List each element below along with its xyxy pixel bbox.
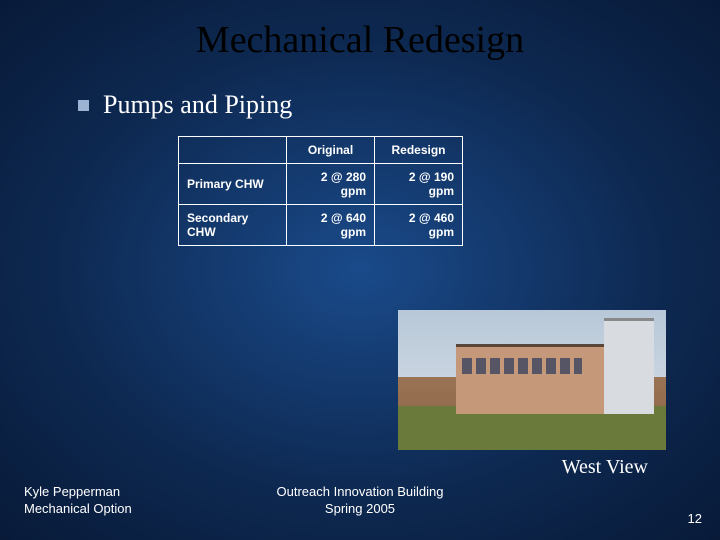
table-header-row: Original Redesign [179,137,463,164]
cell-value: 2 @ 640 gpm [287,205,375,246]
footer-author: Kyle Pepperman Mechanical Option [24,484,132,518]
blank-cell [179,137,287,164]
page-number: 12 [688,511,702,526]
subtitle: Pumps and Piping [103,90,292,120]
building-photo [398,310,666,450]
author-option: Mechanical Option [24,501,132,518]
project-name: Outreach Innovation Building [277,484,444,501]
cell-value: 2 @ 190 gpm [375,164,463,205]
footer-project: Outreach Innovation Building Spring 2005 [277,484,444,518]
photo-windows [462,358,582,374]
bullet-row: Pumps and Piping [78,90,720,120]
col-header-original: Original [287,137,375,164]
table-row: Primary CHW 2 @ 280 gpm 2 @ 190 gpm [179,164,463,205]
author-name: Kyle Pepperman [24,484,132,501]
pumps-table: Original Redesign Primary CHW 2 @ 280 gp… [178,136,463,246]
project-term: Spring 2005 [277,501,444,518]
photo-tower [604,318,654,414]
slide-title: Mechanical Redesign [0,0,720,62]
cell-value: 2 @ 280 gpm [287,164,375,205]
bullet-icon [78,100,89,111]
row-label: Secondary CHW [179,205,287,246]
row-label: Primary CHW [179,164,287,205]
cell-value: 2 @ 460 gpm [375,205,463,246]
photo-caption: West View [562,456,648,479]
col-header-redesign: Redesign [375,137,463,164]
table-row: Secondary CHW 2 @ 640 gpm 2 @ 460 gpm [179,205,463,246]
